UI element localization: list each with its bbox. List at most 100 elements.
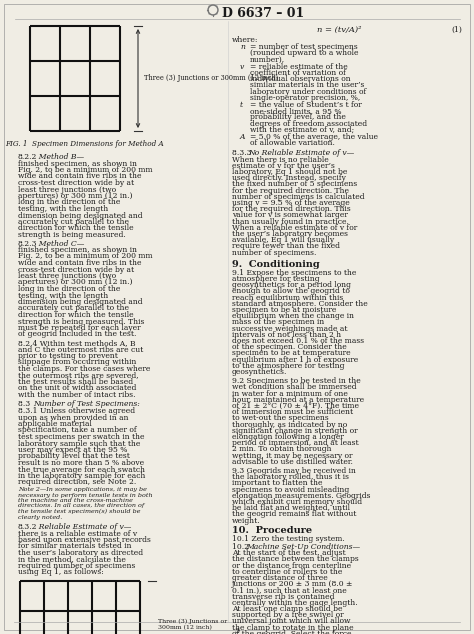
Text: advisable to use distilled water.: advisable to use distilled water. (232, 458, 353, 466)
Text: estimate of v for the user’s: estimate of v for the user’s (232, 162, 335, 170)
Text: = number of test specimens: = number of test specimens (250, 43, 358, 51)
Text: Method B—: Method B— (34, 153, 84, 161)
Text: universal joint which will allow: universal joint which will allow (232, 618, 350, 625)
Text: used directly. Instead, specify: used directly. Instead, specify (232, 174, 346, 182)
Text: there is a reliable estimate of v: there is a reliable estimate of v (18, 529, 137, 538)
Text: centrally within the gage length.: centrally within the gage length. (232, 598, 357, 607)
Text: 2 min. To obtain thorough: 2 min. To obtain thorough (232, 446, 331, 453)
Text: value for v is somewhat larger: value for v is somewhat larger (232, 211, 348, 219)
Text: elongation measurements. Geogrids: elongation measurements. Geogrids (232, 492, 371, 500)
Text: apertures) or 300 mm (12 in.): apertures) or 300 mm (12 in.) (18, 278, 133, 287)
Text: significant change in strength or: significant change in strength or (232, 427, 357, 435)
Text: where:: where: (232, 36, 258, 44)
Text: or the distance from centerline: or the distance from centerline (232, 562, 351, 569)
Text: directions. In all cases, the direction of: directions. In all cases, the direction … (18, 503, 144, 508)
Text: the fixed number of 5 specimens: the fixed number of 5 specimens (232, 181, 357, 188)
Text: available, Eq 1 will usually: available, Eq 1 will usually (232, 236, 334, 244)
Text: equilibrium when the change in: equilibrium when the change in (232, 312, 354, 320)
Text: 10.2: 10.2 (232, 543, 251, 551)
Text: number of specimens.: number of specimens. (232, 249, 316, 257)
Text: Fig. 2, to be a minimum of 200 mm: Fig. 2, to be a minimum of 200 mm (18, 166, 153, 174)
Text: 9.1 Expose the specimens to the: 9.1 Expose the specimens to the (232, 269, 356, 277)
Text: cross-test direction wide by at: cross-test direction wide by at (18, 179, 134, 187)
Text: Three (3) Junctions or
300mm (12 inch): Three (3) Junctions or 300mm (12 inch) (158, 619, 227, 630)
Text: the user’s laboratory as directed: the user’s laboratory as directed (18, 549, 143, 557)
Text: 8.3.2: 8.3.2 (18, 523, 37, 531)
Text: accurately cut parallel to the: accurately cut parallel to the (18, 218, 129, 226)
Text: D 6637 – 01: D 6637 – 01 (222, 7, 304, 20)
Text: 8.3.1 Unless otherwise agreed: 8.3.1 Unless otherwise agreed (18, 407, 135, 415)
Text: long in the direction of the: long in the direction of the (18, 198, 120, 207)
Text: 9.  Conditioning: 9. Conditioning (232, 260, 320, 269)
Text: based upon extensive past records: based upon extensive past records (18, 536, 151, 544)
Text: period of immersion, and at least: period of immersion, and at least (232, 439, 359, 447)
Text: necessary to perform tensile tests in both: necessary to perform tensile tests in bo… (18, 493, 153, 498)
Text: (rounded upward to a whole: (rounded upward to a whole (250, 49, 358, 58)
Text: apertures) or 300 mm (12 in.): apertures) or 300 mm (12 in.) (18, 192, 133, 200)
Circle shape (210, 6, 217, 13)
Text: number),: number), (250, 56, 285, 63)
Text: geosynthetics.: geosynthetics. (232, 368, 287, 376)
Text: must be repeated for each layer: must be repeated for each layer (18, 324, 141, 332)
Text: the geogrid remains flat without: the geogrid remains flat without (232, 510, 356, 519)
Text: long in the direction of the: long in the direction of the (18, 285, 120, 293)
Text: the user’s laboratory becomes: the user’s laboratory becomes (232, 230, 348, 238)
Text: strength is being measured. This: strength is being measured. This (18, 318, 145, 325)
Text: atmosphere for testing: atmosphere for testing (232, 275, 319, 283)
Text: to centerline of rollers to the: to centerline of rollers to the (232, 568, 342, 576)
Text: to the atmosphere for testing: to the atmosphere for testing (232, 362, 345, 370)
Text: direction for which the tensile: direction for which the tensile (18, 311, 134, 319)
Text: result is no more than 5 % above: result is no more than 5 % above (18, 459, 144, 467)
Text: slippage from occurring within: slippage from occurring within (18, 358, 137, 366)
Text: = reliable estimate of the: = reliable estimate of the (250, 63, 348, 71)
Text: degrees of freedom associated: degrees of freedom associated (250, 120, 367, 127)
Text: = the value of Student’s t for: = the value of Student’s t for (250, 101, 362, 109)
Text: the test results shall be based: the test results shall be based (18, 378, 133, 386)
Text: using Eq 1, as follows:: using Eq 1, as follows: (18, 569, 104, 576)
Text: 10.  Procedure: 10. Procedure (232, 526, 312, 535)
Text: 8.2.3: 8.2.3 (18, 240, 37, 247)
Text: wide and contain five ribs in the: wide and contain five ribs in the (18, 172, 142, 181)
Text: specimens to avoid misleading: specimens to avoid misleading (232, 486, 349, 494)
Text: laboratory, Eq 1 should not be: laboratory, Eq 1 should not be (232, 168, 347, 176)
Text: FIG. 1  Specimen Dimensions for Method A: FIG. 1 Specimen Dimensions for Method A (5, 140, 164, 148)
Text: test specimens per swatch in the: test specimens per swatch in the (18, 433, 145, 441)
Text: v: v (240, 63, 244, 71)
Text: with the number of intact ribs.: with the number of intact ribs. (18, 391, 136, 399)
Text: to wet-out the specimens: to wet-out the specimens (232, 415, 329, 422)
Text: Fig. 2, to be a minimum of 200 mm: Fig. 2, to be a minimum of 200 mm (18, 252, 153, 261)
Text: junctions or 200 ± 3 mm (8.0 ±: junctions or 200 ± 3 mm (8.0 ± (232, 580, 354, 588)
Text: of geogrid included in the test.: of geogrid included in the test. (18, 330, 137, 339)
Text: 8.2.4 Within test methods A, B: 8.2.4 Within test methods A, B (18, 339, 136, 347)
Text: be laid flat and weighted, until: be laid flat and weighted, until (232, 504, 350, 512)
Text: successive weighings made at: successive weighings made at (232, 325, 347, 333)
Text: equilibrium after 1 h of exposure: equilibrium after 1 h of exposure (232, 356, 358, 364)
Text: At least one clamp should be: At least one clamp should be (232, 605, 343, 613)
Text: user may expect at the 95 %: user may expect at the 95 % (18, 446, 128, 454)
Text: on the unit of width associated: on the unit of width associated (18, 384, 137, 392)
Text: the true average for each swatch: the true average for each swatch (18, 465, 145, 474)
Text: standard atmosphere. Consider the: standard atmosphere. Consider the (232, 300, 368, 307)
Text: 3: 3 (235, 627, 239, 634)
Text: 8.3.3: 8.3.3 (232, 150, 254, 157)
Text: similar materials in the user’s: similar materials in the user’s (250, 81, 365, 89)
Text: coefficient of variation of: coefficient of variation of (250, 69, 346, 77)
Text: Method C—: Method C— (34, 240, 84, 247)
Text: finished specimen, as shown in: finished specimen, as shown in (18, 246, 137, 254)
Text: testing, with the length: testing, with the length (18, 205, 108, 213)
Text: which exhibit curl memory should: which exhibit curl memory should (232, 498, 362, 506)
Text: hour, maintained at a temperature: hour, maintained at a temperature (232, 396, 364, 404)
Text: the clamps. For those cases where: the clamps. For those cases where (18, 365, 150, 373)
Text: n = (tv/A)²: n = (tv/A)² (317, 26, 362, 34)
Text: number of specimens is calculated: number of specimens is calculated (232, 193, 365, 201)
Text: A: A (240, 133, 246, 141)
Text: dimension being designated and: dimension being designated and (18, 298, 143, 306)
Text: Number of Test Specimens:: Number of Test Specimens: (33, 399, 140, 408)
Text: strength is being measured.: strength is being measured. (18, 231, 126, 239)
Text: required number of specimens: required number of specimens (18, 562, 136, 570)
Text: reach equilibrium within this: reach equilibrium within this (232, 294, 343, 302)
Text: laboratory under conditions of: laboratory under conditions of (250, 87, 366, 96)
Text: the laboratory rolled, thus it is: the laboratory rolled, thus it is (232, 473, 349, 481)
Text: specimen to be at moisture: specimen to be at moisture (232, 306, 337, 314)
Text: does not exceed 0.1 % of the mass: does not exceed 0.1 % of the mass (232, 337, 364, 345)
